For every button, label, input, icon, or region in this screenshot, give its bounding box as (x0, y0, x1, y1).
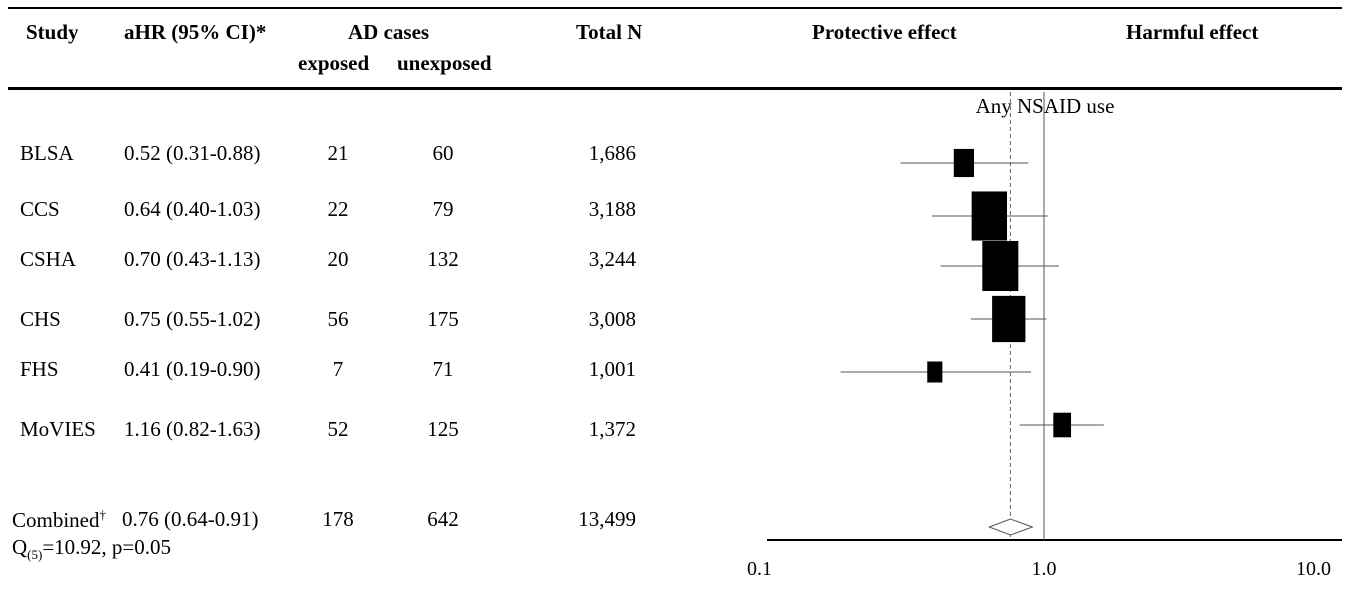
study-name: MoVIES (20, 417, 96, 441)
unexposed-cases: 132 (427, 247, 459, 271)
estimate-box-blsa (953, 148, 975, 178)
study-name: CHS (20, 307, 61, 331)
combined-total-n: 13,499 (578, 507, 636, 531)
total-n: 3,244 (588, 247, 636, 271)
ahr-ci: 0.75 (0.55-1.02) (124, 307, 261, 331)
header-exposed: exposed (298, 51, 370, 75)
unexposed-cases: 175 (427, 307, 459, 331)
combined-ahr-ci: 0.76 (0.64-0.91) (122, 507, 259, 531)
dagger-footnote-mark: † (99, 507, 107, 522)
header-total-n: Total N (576, 20, 643, 44)
exposed-cases: 7 (332, 357, 344, 381)
estimate-box-fhs (927, 361, 943, 383)
combined-exposed-cases: 178 (322, 507, 354, 531)
unexposed-cases: 71 (432, 357, 454, 381)
x-tick-label-2: 10.0 (1296, 558, 1331, 580)
exposed-cases: 52 (327, 417, 349, 441)
exposed-cases: 56 (327, 307, 349, 331)
unexposed-cases: 60 (432, 141, 454, 165)
header-unexposed: unexposed (397, 51, 492, 75)
x-tick-label-1: 1.0 (1032, 558, 1057, 580)
ahr-ci: 0.41 (0.19-0.90) (124, 357, 261, 381)
header-protective-effect: Protective effect (812, 20, 957, 44)
total-n: 1,372 (588, 417, 636, 441)
combined-unexposed-cases: 642 (427, 507, 459, 531)
study-name: CCS (20, 197, 60, 221)
study-name: FHS (20, 357, 59, 381)
exposed-cases: 20 (327, 247, 349, 271)
total-n: 3,008 (588, 307, 636, 331)
combined-label: Combined† (12, 507, 107, 532)
unexposed-cases: 125 (427, 417, 459, 441)
estimate-box-ccs (971, 191, 1008, 241)
x-tick-label-0: 0.1 (747, 558, 772, 580)
total-n: 1,686 (588, 141, 636, 165)
exposed-cases: 21 (327, 141, 349, 165)
header-ad-cases: AD cases (348, 20, 430, 44)
header-bottom-rule (8, 87, 1342, 90)
table-top-rule (8, 7, 1342, 9)
exposed-cases: 22 (327, 197, 349, 221)
study-name: BLSA (20, 141, 74, 165)
header-harmful-effect: Harmful effect (1126, 20, 1259, 44)
ahr-ci: 0.52 (0.31-0.88) (124, 141, 261, 165)
total-n: 1,001 (588, 357, 636, 381)
header-study: Study (26, 20, 79, 44)
unexposed-cases: 79 (432, 197, 454, 221)
heterogeneity-stat: Q(5)=10.92, p=0.05 (12, 535, 172, 563)
study-name: CSHA (20, 247, 77, 271)
ahr-ci: 0.70 (0.43-1.13) (124, 247, 261, 271)
x-tick-labels: 0.1 1.0 10.0 (747, 558, 1331, 580)
total-n: 3,188 (588, 197, 636, 221)
ahr-ci: 0.64 (0.40-1.03) (124, 197, 261, 221)
estimate-box-chs (992, 295, 1026, 343)
combined-estimate-diamond (987, 518, 1034, 536)
estimate-box-csha (982, 241, 1019, 291)
ahr-ci: 1.16 (0.82-1.63) (124, 417, 261, 441)
estimate-box-movies (1053, 412, 1072, 438)
forest-marks (840, 148, 1104, 536)
chart-title: Any NSAID use (976, 94, 1115, 118)
header-ahr: aHR (95% CI)* (124, 20, 267, 44)
